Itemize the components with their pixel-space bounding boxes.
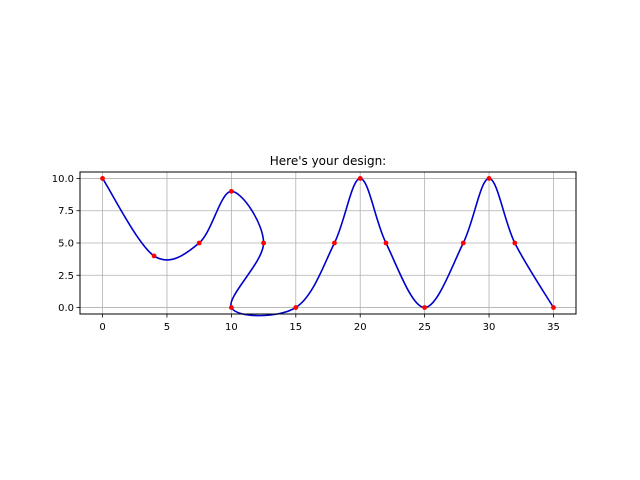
y-tick-label: 0.0 [58,303,74,314]
y-axis: 0.0 2.5 5.0 7.5 10.0 [52,174,80,314]
data-point [422,305,428,310]
x-tick-label: 15 [289,322,302,333]
x-tick-label: 10 [225,322,238,333]
y-tick-label: 5.0 [58,239,74,250]
data-point [357,176,363,181]
x-tick-label: 20 [354,322,367,333]
point-layer [100,176,556,310]
x-tick-label: 5 [164,322,170,333]
x-tick-label: 35 [547,322,560,333]
x-tick-label: 25 [418,322,431,333]
y-tick-label: 2.5 [58,271,74,282]
data-point [228,305,234,310]
data-point [486,176,492,181]
series-curve [101,177,555,317]
y-tick-label: 7.5 [58,206,74,217]
data-point [551,305,556,310]
data-point [228,188,234,194]
data-point [293,305,299,310]
x-tick-label: 30 [483,322,496,333]
curve-layer [101,177,555,317]
x-tick-label: 0 [99,322,105,333]
data-point [512,240,518,246]
data-point [332,240,337,246]
data-point [151,253,157,259]
grid [80,172,576,314]
data-point [383,240,389,246]
data-point [196,240,202,246]
data-point [460,240,466,246]
data-point [261,240,266,246]
chart-title: Here's your design: [270,154,386,168]
x-axis: 0 5 10 15 20 25 30 35 [99,314,560,333]
data-point [100,176,105,181]
y-tick-label: 10.0 [52,174,74,185]
